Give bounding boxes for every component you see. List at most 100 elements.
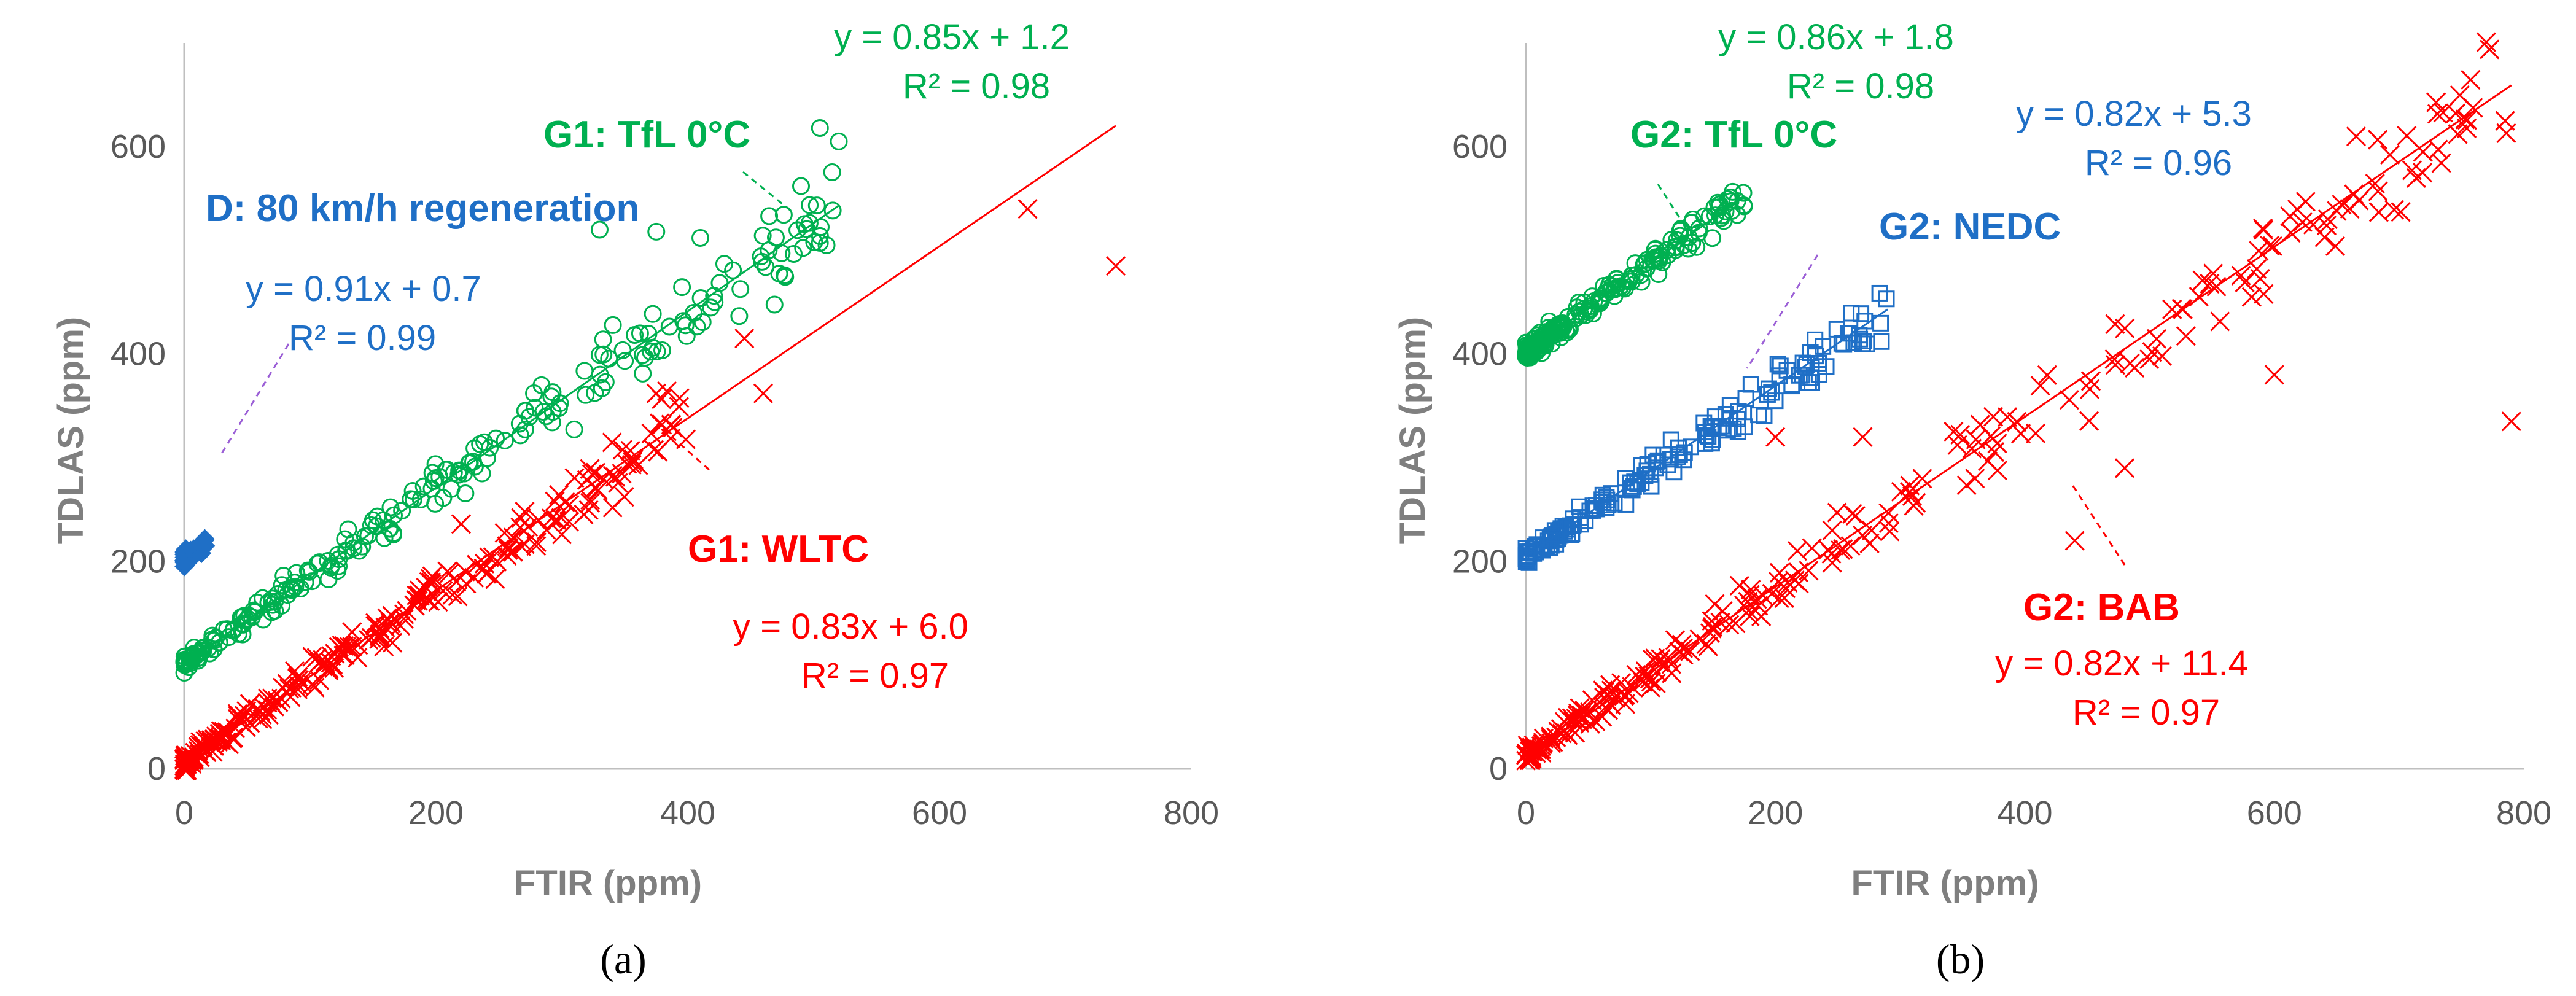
data-point-circle <box>702 298 720 317</box>
data-point-x <box>515 534 535 554</box>
data-point-x <box>240 713 260 733</box>
y-tick-label: 600 <box>111 128 166 165</box>
data-point-circle <box>207 629 225 647</box>
data-point-circle <box>375 529 394 547</box>
chart-panel-a: 0 200 400 600 800 0 200 400 600 FTIR (ppm) TDLAS (… <box>51 17 1219 982</box>
series-name-label: G2: NEDC <box>1879 206 2061 248</box>
data-point-x <box>1018 199 1038 219</box>
data-point-x <box>1880 521 1900 542</box>
data-point-x <box>2203 263 2224 284</box>
data-point-circle <box>183 651 201 669</box>
series-g2-nedc: G2: NEDC y = 0.82x + 5.3 R² = 0.96 <box>1517 94 2252 571</box>
data-point-square <box>1543 531 1560 548</box>
data-point-x <box>2448 124 2468 144</box>
data-point-circle <box>1614 278 1632 297</box>
data-point-circle <box>798 220 816 238</box>
data-point-x <box>2365 174 2385 194</box>
data-point-x <box>602 432 622 453</box>
equation-label: y = 0.86x + 1.8 <box>1718 17 1954 57</box>
x-tick-label: 600 <box>2247 795 2302 831</box>
trend-line <box>1525 84 2512 758</box>
data-point-x <box>1615 685 1635 705</box>
data-point-square <box>1839 325 1856 342</box>
data-point-x <box>2241 287 2262 307</box>
data-point-circle <box>693 313 712 332</box>
data-point-x <box>2152 346 2173 367</box>
data-point-x <box>407 585 427 605</box>
data-point-x <box>268 692 289 712</box>
data-point-x <box>669 388 690 408</box>
r-squared-label: R² = 0.97 <box>2072 693 2220 733</box>
x-axis-title: FTIR (ppm) <box>514 863 702 903</box>
data-point-square <box>1851 330 1869 348</box>
data-point-x <box>502 541 523 561</box>
data-point-circle <box>1672 219 1691 238</box>
data-point-x <box>2030 376 2050 396</box>
data-point-x <box>608 473 628 493</box>
data-point-circle <box>1668 231 1686 249</box>
data-point-circle <box>805 233 823 251</box>
data-point-x <box>442 585 462 605</box>
data-point-circle <box>1700 208 1719 226</box>
data-point-x <box>1983 407 2004 427</box>
data-point-circle <box>1679 239 1697 258</box>
data-point-x <box>2413 163 2433 183</box>
data-point-x <box>1619 683 1639 704</box>
data-point-x <box>324 658 344 679</box>
data-point-circle <box>752 247 770 266</box>
data-point-x <box>227 704 247 724</box>
data-point-circle <box>254 589 272 607</box>
series-name-label: G2: TfL 0°C <box>1630 114 1837 156</box>
series-g2-tfl-0-c: G2: TfL 0°C y = 0.86x + 1.8 R² = 0.98 <box>1517 17 1954 367</box>
data-point-x <box>2142 342 2162 362</box>
data-point-x <box>1799 561 1819 581</box>
data-point-circle <box>296 573 314 591</box>
panel-label: (a) <box>600 936 646 982</box>
data-point-square <box>1855 333 1872 350</box>
data-point-circle <box>673 278 691 297</box>
data-point-circle <box>575 362 594 380</box>
data-point-x <box>1845 505 1866 526</box>
data-point-x <box>2431 153 2451 173</box>
data-point-circle <box>298 561 317 580</box>
data-point-circle <box>1626 254 1644 273</box>
data-point-x <box>309 652 330 672</box>
data-point-x <box>646 383 666 403</box>
data-point-circle <box>344 533 363 551</box>
data-point-circle <box>375 511 393 529</box>
data-point-x <box>2413 142 2433 162</box>
data-point-square <box>1735 418 1753 435</box>
x-tick-label: 200 <box>1748 795 1803 831</box>
data-point-x <box>1878 503 1899 523</box>
data-point-x <box>669 397 689 417</box>
data-point-square <box>1783 378 1800 395</box>
data-point-x <box>1729 575 1749 596</box>
data-point-circle <box>794 239 812 257</box>
data-point-x <box>1769 588 1789 609</box>
data-point-square <box>1587 497 1605 514</box>
data-point-circle <box>647 222 666 241</box>
data-point-x <box>2427 104 2448 124</box>
series-name-label: D: 80 km/h regeneration <box>206 187 639 230</box>
data-point-circle <box>464 453 482 471</box>
data-point-square <box>1525 540 1542 558</box>
data-point-x <box>2146 329 2167 349</box>
data-point-circle <box>1645 251 1664 270</box>
data-point-x <box>2397 126 2417 146</box>
data-point-x <box>2235 272 2255 292</box>
panel-label: (b) <box>1936 936 1985 982</box>
data-point-x <box>2368 130 2388 150</box>
r-squared-label: R² = 0.98 <box>903 66 1050 106</box>
data-point-square <box>1547 526 1564 543</box>
data-point-circle <box>423 464 442 482</box>
data-point-x <box>585 462 605 483</box>
data-point-x <box>580 492 601 513</box>
data-point-x <box>1574 701 1595 721</box>
data-point-x <box>1987 461 2008 481</box>
data-point-x <box>1821 543 1842 564</box>
data-point-circle <box>511 426 529 445</box>
data-point-circle <box>225 620 243 639</box>
data-point-x <box>2231 265 2251 286</box>
y-tick-label: 0 <box>1489 750 1508 787</box>
